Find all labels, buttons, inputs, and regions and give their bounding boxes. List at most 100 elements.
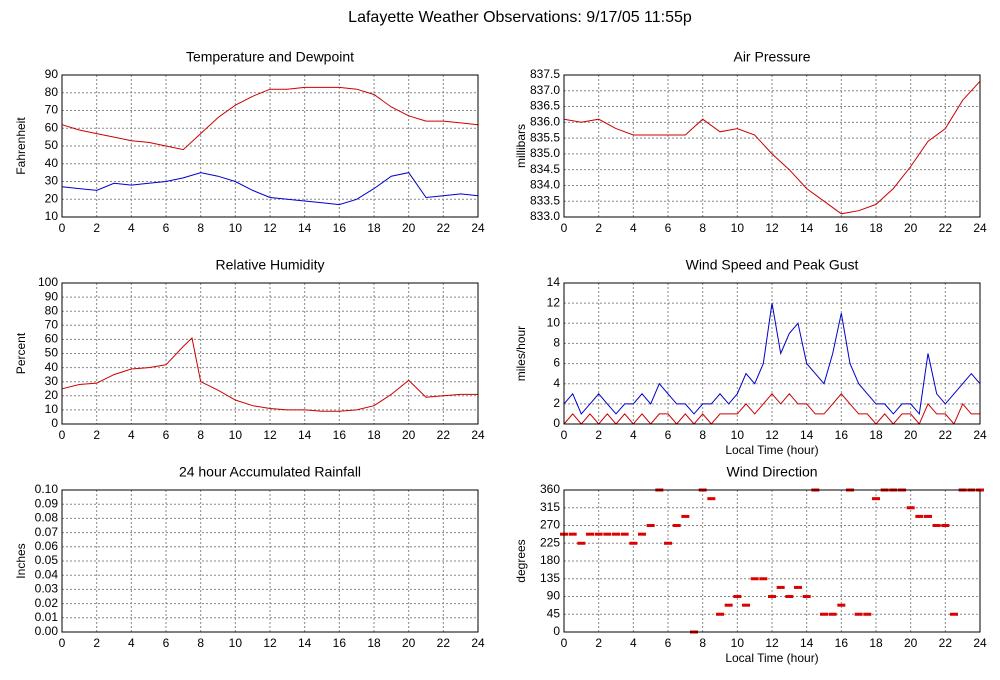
y-tick-label: 100	[38, 275, 58, 289]
y-tick-label: 0.06	[35, 539, 59, 553]
x-tick-label: 20	[904, 636, 918, 650]
y-tick-label: 50	[45, 138, 59, 152]
x-tick-label: 20	[402, 221, 416, 235]
y-tick-label: 0.07	[35, 525, 59, 539]
y-tick-label: 90	[45, 67, 59, 81]
y-tick-label: 14	[547, 275, 561, 289]
data-point	[586, 532, 594, 536]
x-tick-label: 18	[869, 636, 883, 650]
y-axis-label: millibars	[514, 124, 528, 168]
data-point	[672, 524, 681, 527]
y-tick-label: 836.0	[530, 115, 560, 129]
data-point	[577, 541, 586, 545]
data-line	[61, 172, 479, 206]
panel-title: Relative Humidity	[216, 257, 325, 273]
data-point	[872, 497, 880, 501]
y-tick-label: 180	[540, 553, 560, 567]
x-tick-label: 0	[561, 428, 568, 442]
x-tick-label: 20	[402, 428, 416, 442]
data-point	[854, 612, 863, 616]
x-tick-label: 0	[59, 636, 66, 650]
x-tick-label: 24	[471, 428, 485, 442]
x-tick-label: 14	[800, 221, 814, 235]
y-tick-label: 30	[45, 174, 59, 188]
x-tick-label: 14	[298, 428, 312, 442]
data-point	[950, 612, 958, 616]
x-tick-label: 16	[835, 428, 849, 442]
x-tick-label: 12	[765, 636, 779, 650]
x-tick-label: 20	[402, 636, 416, 650]
x-tick-label: 22	[939, 221, 953, 235]
y-tick-label: 835.5	[530, 130, 560, 144]
x-tick-label: 0	[59, 428, 66, 442]
x-tick-label: 0	[561, 221, 568, 235]
x-tick-label: 2	[595, 428, 602, 442]
x-tick-label: 18	[367, 428, 381, 442]
data-point	[629, 541, 638, 545]
x-tick-label: 4	[128, 636, 135, 650]
y-tick-label: 50	[45, 346, 59, 360]
y-axis-label: Percent	[14, 332, 28, 374]
y-tick-label: 225	[540, 535, 560, 549]
y-tick-label: 0	[553, 416, 560, 430]
x-tick-label: 20	[904, 428, 918, 442]
x-tick-label: 14	[800, 428, 814, 442]
data-point	[932, 524, 941, 527]
x-tick-label: 6	[163, 221, 170, 235]
x-tick-label: 6	[665, 428, 672, 442]
y-tick-label: 834.5	[530, 162, 560, 176]
data-point	[776, 585, 785, 589]
y-tick-label: 70	[45, 103, 59, 117]
x-tick-label: 14	[800, 636, 814, 650]
x-tick-label: 6	[163, 636, 170, 650]
panel-title: Wind Direction	[726, 464, 817, 480]
x-tick-label: 24	[973, 428, 987, 442]
x-tick-label: 6	[665, 636, 672, 650]
data-point	[681, 514, 690, 518]
y-tick-label: 4	[553, 376, 560, 390]
x-tick-label: 8	[197, 221, 204, 235]
page-title: Lafayette Weather Observations: 9/17/05 …	[348, 9, 692, 26]
x-tick-label: 2	[93, 636, 100, 650]
y-tick-label: 836.5	[530, 99, 560, 113]
data-point	[924, 514, 932, 518]
x-tick-label: 24	[973, 636, 987, 650]
x-tick-label: 12	[263, 428, 277, 442]
x-tick-label: 8	[699, 221, 706, 235]
data-line	[61, 86, 479, 151]
y-axis-label: degrees	[514, 539, 528, 582]
plot-frame	[563, 74, 981, 218]
x-tick-label: 22	[437, 428, 451, 442]
x-tick-label: 12	[263, 221, 277, 235]
x-tick-label: 22	[939, 428, 953, 442]
y-tick-label: 20	[45, 388, 59, 402]
data-point	[768, 595, 776, 598]
y-tick-label: 834.0	[530, 178, 560, 192]
y-tick-label: 10	[45, 402, 59, 416]
y-tick-label: 833.5	[530, 193, 560, 207]
y-tick-label: 0.08	[35, 511, 59, 525]
x-tick-label: 18	[869, 221, 883, 235]
plot-frame	[61, 74, 479, 218]
data-line	[563, 80, 981, 215]
data-point	[664, 541, 672, 545]
x-tick-label: 24	[471, 636, 485, 650]
y-tick-label: 837.0	[530, 83, 560, 97]
y-tick-label: 90	[547, 589, 561, 603]
x-tick-label: 12	[263, 636, 277, 650]
plot-frame	[563, 282, 981, 425]
data-point	[941, 524, 950, 527]
data-point	[568, 532, 577, 536]
x-tick-label: 12	[765, 428, 779, 442]
data-point	[837, 603, 846, 607]
x-tick-label: 24	[973, 221, 987, 235]
y-tick-label: 0.01	[35, 610, 59, 624]
x-tick-label: 4	[128, 428, 135, 442]
x-tick-label: 4	[630, 428, 637, 442]
y-tick-label: 40	[45, 156, 59, 170]
x-tick-label: 14	[298, 636, 312, 650]
y-tick-label: 833.0	[530, 209, 560, 223]
y-axis-label: Fahrenheit	[14, 117, 28, 175]
x-tick-label: 6	[163, 428, 170, 442]
